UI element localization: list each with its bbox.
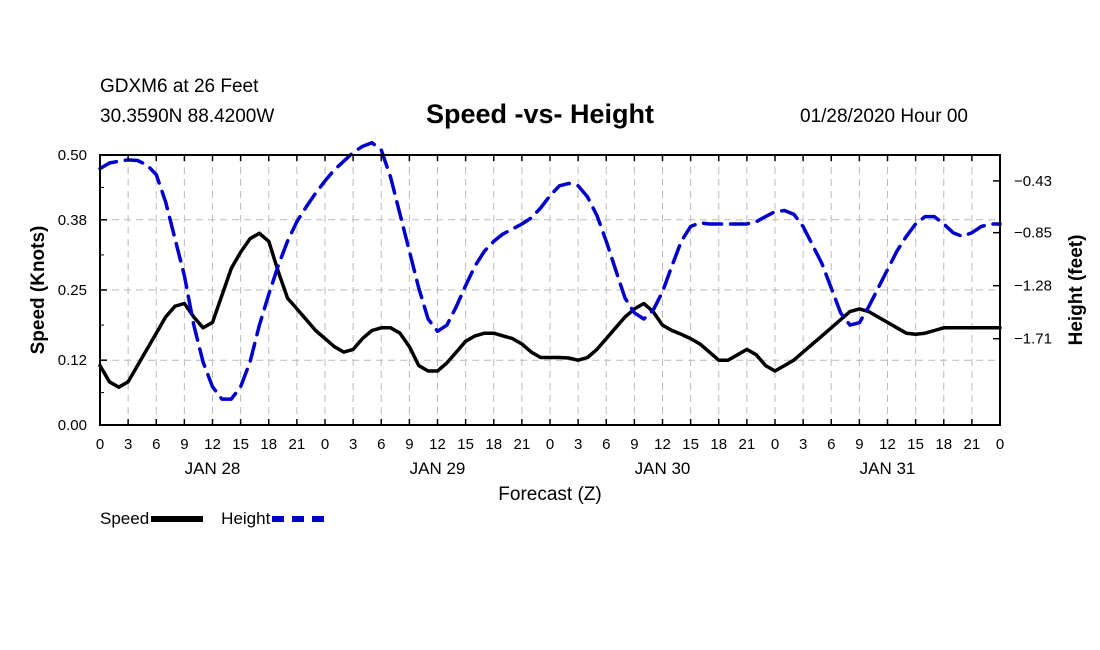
speed-series-line <box>98 231 1002 389</box>
x-tick-label: 18 <box>935 436 952 453</box>
x-tick-label: 15 <box>457 436 474 453</box>
y-axis-title: Speed (Knots) <box>28 226 49 355</box>
x-tick-label: 0 <box>771 436 779 453</box>
y-tick-label: 0.25 <box>58 282 87 299</box>
y-tick-label: 0.50 <box>58 147 87 164</box>
legend-speed-swatch <box>151 516 204 522</box>
chart-title: Speed -vs- Height <box>426 99 655 129</box>
x-tick-label: 18 <box>260 436 277 453</box>
x-tick-label: 15 <box>682 436 699 453</box>
x-tick-label: 18 <box>710 436 727 453</box>
x-tick-label: 3 <box>124 436 132 453</box>
y2-tick-label: −0.43 <box>1014 173 1052 190</box>
x-tick-label: 12 <box>879 436 896 453</box>
x-tick-label: 9 <box>180 436 188 453</box>
y-tick-label: 0.38 <box>58 212 87 229</box>
series-lines <box>98 140 1002 401</box>
x-tick-label: 6 <box>377 436 385 453</box>
date-label: JAN 31 <box>860 459 916 478</box>
forecast-datestamp: 01/28/2020 Hour 00 <box>800 106 968 127</box>
x-tick-label: 21 <box>514 436 531 453</box>
x-tick-label: 12 <box>429 436 446 453</box>
legend-speed-label: Speed <box>100 509 150 528</box>
date-label: JAN 28 <box>185 459 241 478</box>
x-tick-label: 3 <box>349 436 357 453</box>
grid-lines <box>100 155 1000 425</box>
x-tick-label: 21 <box>739 436 756 453</box>
x-tick-label: 15 <box>907 436 924 453</box>
chart-legend: Speed Height <box>100 509 342 529</box>
x-tick-label: 12 <box>654 436 671 453</box>
y2-tick-label: −1.28 <box>1014 278 1052 295</box>
x-axis-title: Forecast (Z) <box>498 484 601 505</box>
x-tick-label: 21 <box>964 436 981 453</box>
x-tick-label: 9 <box>405 436 413 453</box>
x-tick-label: 0 <box>546 436 554 453</box>
date-label: JAN 29 <box>410 459 466 478</box>
x-tick-label: 21 <box>289 436 306 453</box>
x-tick-label: 9 <box>855 436 863 453</box>
x-tick-label: 6 <box>152 436 160 453</box>
x-tick-label: 18 <box>485 436 502 453</box>
y-tick-label: 0.00 <box>58 417 87 434</box>
x-tick-label: 3 <box>799 436 807 453</box>
x-tick-label: 0 <box>321 436 329 453</box>
axis-ticks <box>99 154 1001 426</box>
x-tick-label: 3 <box>574 436 582 453</box>
x-tick-label: 6 <box>602 436 610 453</box>
axis-labels: 0 3 6 9 12 15 18 21 0 3 6 9 12 15 18 21 0 3 6 9 12 15 18 21 0 3 6 9… <box>58 147 1052 478</box>
x-tick-label: 9 <box>630 436 638 453</box>
x-tick-label: 15 <box>232 436 249 453</box>
legend-height-swatch <box>272 516 325 522</box>
y-tick-label: 0.12 <box>58 352 87 369</box>
x-tick-label: 0 <box>996 436 1004 453</box>
height-series-line <box>98 140 1002 401</box>
coordinates-label: 30.3590N 88.4200W <box>100 106 275 127</box>
x-tick-label: 12 <box>204 436 221 453</box>
y2-tick-label: −1.71 <box>1014 331 1052 348</box>
x-tick-label: 6 <box>827 436 835 453</box>
x-tick-label: 0 <box>96 436 104 453</box>
legend-height-label: Height <box>221 509 271 528</box>
date-label: JAN 30 <box>635 459 691 478</box>
y2-tick-label: −0.85 <box>1014 225 1052 242</box>
y2-axis-title: Height (feet) <box>1066 235 1087 346</box>
station-label: GDXM6 at 26 Feet <box>100 76 259 97</box>
